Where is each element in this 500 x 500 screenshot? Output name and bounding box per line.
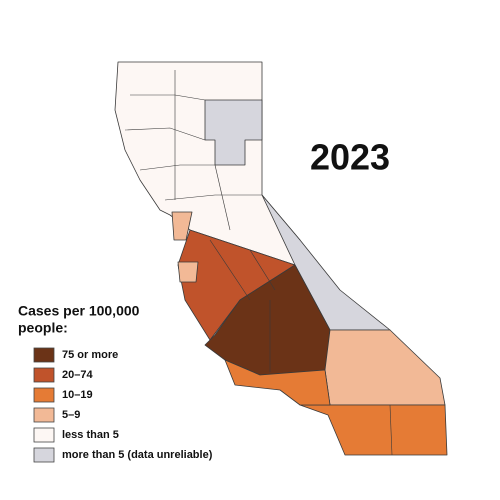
legend-label: 20–74 [62,369,93,381]
county-line [209,239,251,301]
county-region [114,61,301,266]
california-map [114,61,448,456]
county-line [249,249,276,291]
legend-title: people: [18,320,68,336]
legend-label: more than 5 (data unreliable) [62,449,213,461]
county-line [214,164,231,231]
legend-swatch [33,407,55,423]
county-region [299,404,448,456]
legend-title: Cases per 100,000 [18,303,140,319]
legend-label: 75 or more [62,349,118,361]
county-region [204,99,263,166]
legend-swatch [33,347,55,363]
map-title: 2023 [310,137,390,178]
legend-label: 10–19 [62,389,93,401]
legend-swatch [33,367,55,383]
county-region [177,261,199,283]
legend-swatch [33,387,55,403]
legend-swatch [33,427,55,443]
county-region [171,211,193,241]
county-line [139,164,215,171]
county-region [224,359,331,406]
county-region [324,329,446,406]
county-line [389,404,393,456]
county-line [164,194,262,201]
legend-label: less than 5 [62,429,119,441]
legend-swatch [33,447,55,463]
legend-label: 5–9 [62,409,80,421]
county-line [124,127,206,141]
